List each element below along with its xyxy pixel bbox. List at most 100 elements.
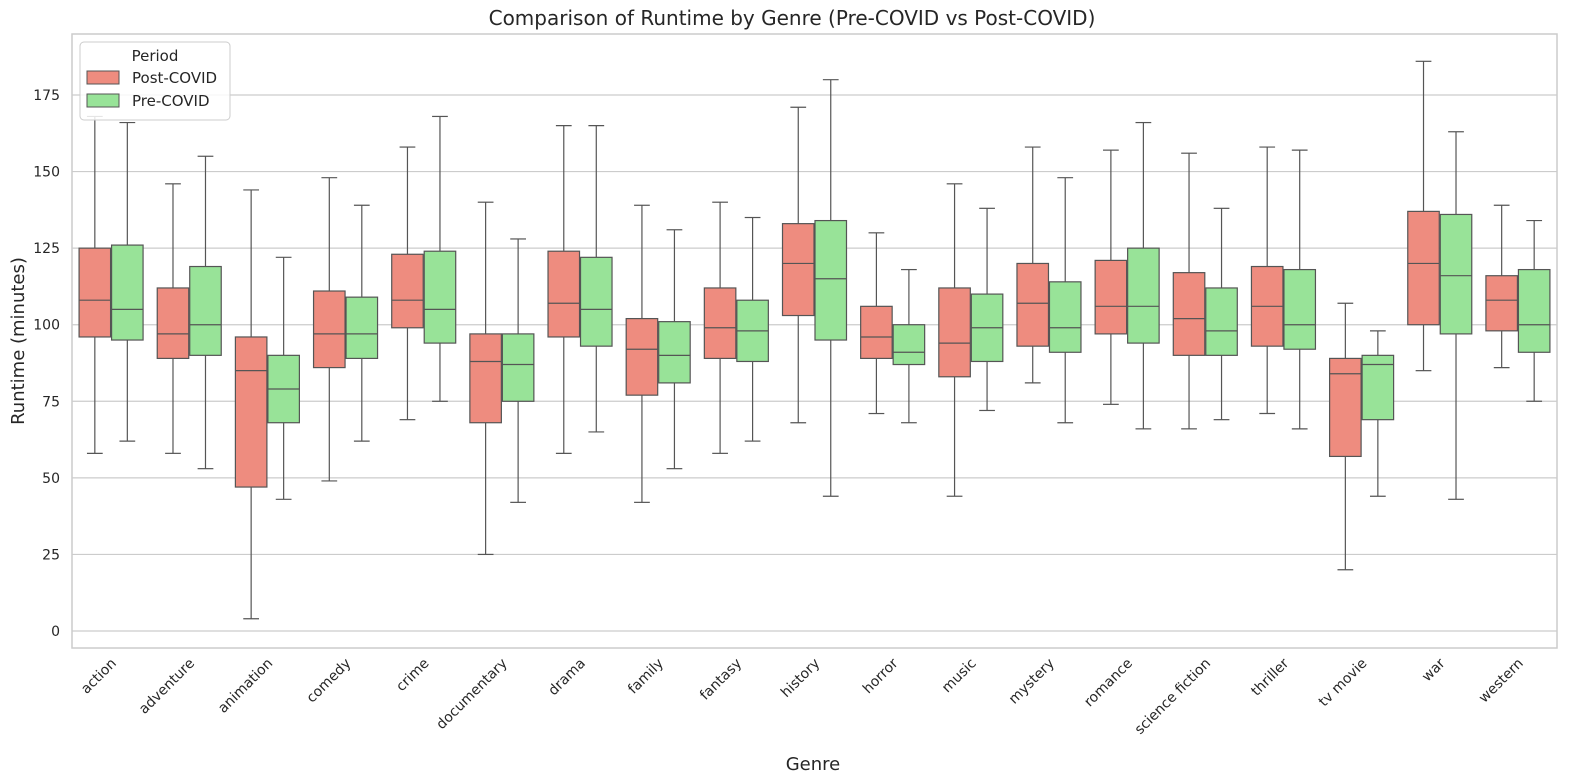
box-documentary-pre-covid [501, 238, 535, 503]
iqr-box [423, 250, 457, 344]
x-tick-label: animation [215, 656, 276, 717]
legend-swatch [86, 93, 120, 108]
box-drama-post-covid [547, 125, 581, 454]
iqr-box [110, 244, 144, 341]
legend-label: Post-COVID [132, 69, 217, 87]
iqr-box [625, 317, 659, 396]
iqr-box [938, 287, 971, 378]
iqr-box [658, 321, 691, 384]
iqr-box [1172, 272, 1206, 356]
iqr-box [1439, 213, 1473, 335]
iqr-box [1016, 262, 1050, 347]
iqr-box [1205, 287, 1238, 356]
x-tick-label: comedy [304, 656, 355, 707]
box-adventure-pre-covid [189, 155, 222, 470]
iqr-box [501, 333, 535, 402]
box-western-pre-covid [1517, 219, 1551, 402]
x-tick-label: music [939, 656, 980, 697]
y-tick-label: 100 [33, 318, 60, 334]
box-fantasy-pre-covid [736, 216, 769, 442]
box-horror-pre-covid [892, 268, 926, 424]
box-crime-post-covid [391, 146, 424, 421]
series-pre-covid [110, 79, 1551, 503]
box-western-post-covid [1485, 204, 1519, 369]
box-fantasy-post-covid [703, 201, 737, 454]
box-thriller-post-covid [1250, 146, 1284, 415]
box-animation-post-covid [234, 189, 268, 620]
x-tick-label: thriller [1248, 655, 1292, 699]
iqr-box [1127, 247, 1160, 344]
x-axis-title: Genre [786, 754, 841, 775]
box-romance-post-covid [1094, 149, 1128, 405]
box-drama-pre-covid [579, 125, 613, 433]
box-action-pre-covid [110, 121, 144, 442]
x-tick-label: western [1476, 656, 1527, 707]
box-war-post-covid [1407, 60, 1440, 372]
iqr-box [156, 287, 190, 360]
iqr-box [1361, 354, 1395, 421]
legend-label: Pre-COVID [132, 92, 210, 110]
box-tv-movie-post-covid [1329, 302, 1362, 571]
x-tick-label: horror [860, 655, 902, 697]
box-romance-pre-covid [1127, 121, 1160, 430]
y-tick-label: 75 [42, 394, 60, 410]
iqr-box [469, 333, 502, 424]
x-tick-label: crime [393, 656, 432, 695]
x-tick-label: war [1419, 655, 1449, 685]
iqr-box [1048, 281, 1082, 353]
y-tick-label: 0 [51, 624, 60, 640]
iqr-box [892, 324, 926, 366]
y-tick-label: 25 [42, 547, 60, 563]
box-documentary-post-covid [469, 201, 502, 556]
box-comedy-post-covid [312, 177, 346, 482]
iqr-box [391, 253, 424, 329]
box-plots [78, 60, 1551, 620]
box-comedy-pre-covid [345, 204, 379, 442]
iqr-box [345, 296, 379, 360]
x-tick-label: drama [545, 656, 588, 699]
y-tick-label: 50 [42, 471, 60, 487]
iqr-box [814, 219, 848, 341]
x-tick-label: adventure [136, 656, 198, 718]
x-tick-label: mystery [1006, 656, 1058, 708]
legend: Period Post-COVID Pre-COVID [79, 41, 231, 121]
legend-swatch [86, 70, 120, 85]
iqr-box [703, 287, 737, 360]
box-history-post-covid [781, 106, 815, 424]
box-thriller-pre-covid [1283, 149, 1317, 430]
box-science-fiction-post-covid [1172, 152, 1206, 430]
y-tick-label: 150 [33, 165, 60, 181]
box-family-pre-covid [658, 229, 691, 470]
x-tick-label: documentary [433, 656, 510, 733]
y-axis-title: Runtime (minutes) [8, 257, 29, 425]
box-tv-movie-pre-covid [1361, 330, 1395, 497]
box-science-fiction-pre-covid [1205, 207, 1238, 421]
y-tick-label: 125 [33, 241, 60, 257]
series-post-covid [78, 60, 1519, 620]
box-animation-pre-covid [267, 256, 300, 500]
iqr-box [860, 305, 893, 360]
box-music-post-covid [938, 183, 971, 497]
box-mystery-pre-covid [1048, 177, 1082, 424]
box-horror-post-covid [860, 232, 893, 415]
iqr-box [1407, 210, 1440, 326]
iqr-box [547, 250, 581, 338]
x-tick-label: history [778, 656, 823, 701]
box-music-pre-covid [970, 207, 1004, 412]
iqr-box [234, 336, 268, 488]
iqr-box [781, 223, 815, 317]
chart-title: Comparison of Runtime by Genre (Pre-COVI… [489, 6, 1096, 30]
x-tick-label: action [78, 656, 120, 698]
iqr-box [1329, 357, 1362, 458]
plot-frame [71, 33, 1558, 649]
iqr-box [312, 290, 346, 369]
x-tick-label: tv movie [1316, 656, 1371, 711]
box-family-post-covid [625, 204, 659, 503]
box-adventure-post-covid [156, 183, 190, 454]
iqr-box [579, 256, 613, 347]
box-war-pre-covid [1439, 131, 1473, 500]
iqr-box [1094, 259, 1128, 335]
x-tick-label: family [625, 656, 667, 698]
x-tick-label: fantasy [697, 656, 745, 704]
